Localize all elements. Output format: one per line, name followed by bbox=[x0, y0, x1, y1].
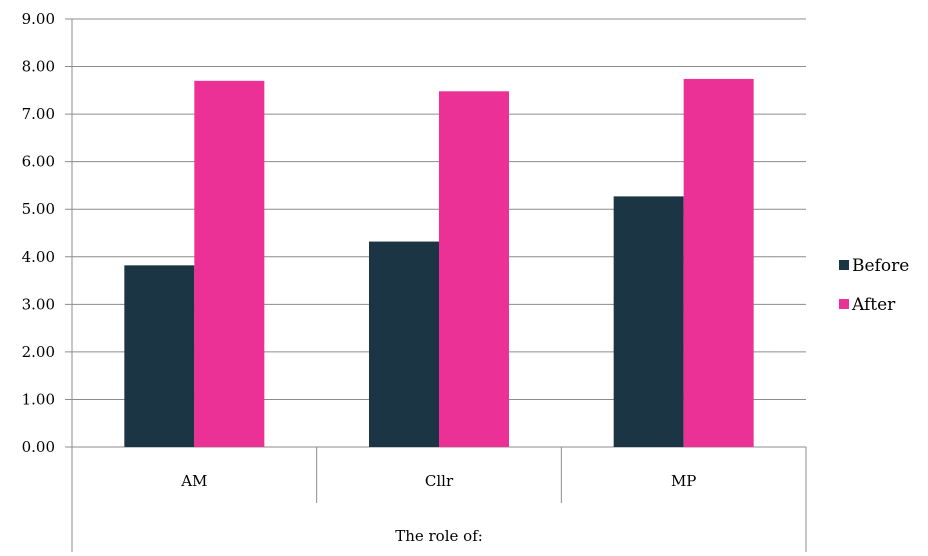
x-axis: AM Cllr MP The role of: bbox=[180, 447, 807, 552]
legend-label-after: After bbox=[851, 295, 896, 315]
y-tick-label: 8.00 bbox=[22, 58, 55, 76]
x-tick-label: Cllr bbox=[425, 472, 454, 490]
legend-swatch-before bbox=[839, 260, 849, 270]
bars bbox=[124, 78, 754, 448]
x-tick-label: MP bbox=[671, 472, 696, 490]
x-axis-title: The role of: bbox=[395, 527, 483, 545]
bar-before-cllr bbox=[369, 241, 439, 447]
y-tick-label: 1.00 bbox=[22, 390, 55, 408]
y-tick-label: 9.00 bbox=[22, 10, 55, 28]
y-axis: 0.00 1.00 2.00 3.00 4.00 5.00 6.00 7.00 8.00 9.00 bbox=[22, 10, 73, 552]
bar-after-cllr bbox=[439, 91, 509, 447]
y-tick-label: 5.00 bbox=[22, 200, 55, 218]
legend-label-before: Before bbox=[852, 256, 909, 276]
y-tick-label: 0.00 bbox=[22, 438, 55, 456]
legend: Before After bbox=[839, 256, 909, 315]
bar-after-mp bbox=[683, 78, 754, 448]
bar-after-am bbox=[194, 80, 265, 448]
y-tick-label: 6.00 bbox=[22, 153, 55, 171]
x-tick-label: AM bbox=[180, 472, 207, 490]
legend-swatch-after bbox=[839, 299, 849, 309]
y-tick-label: 7.00 bbox=[22, 105, 55, 123]
bar-before-am bbox=[124, 265, 195, 447]
bar-before-mp bbox=[613, 196, 684, 447]
y-tick-label: 2.00 bbox=[22, 343, 55, 361]
y-tick-label: 4.00 bbox=[22, 248, 55, 266]
y-tick-label: 3.00 bbox=[22, 295, 55, 313]
